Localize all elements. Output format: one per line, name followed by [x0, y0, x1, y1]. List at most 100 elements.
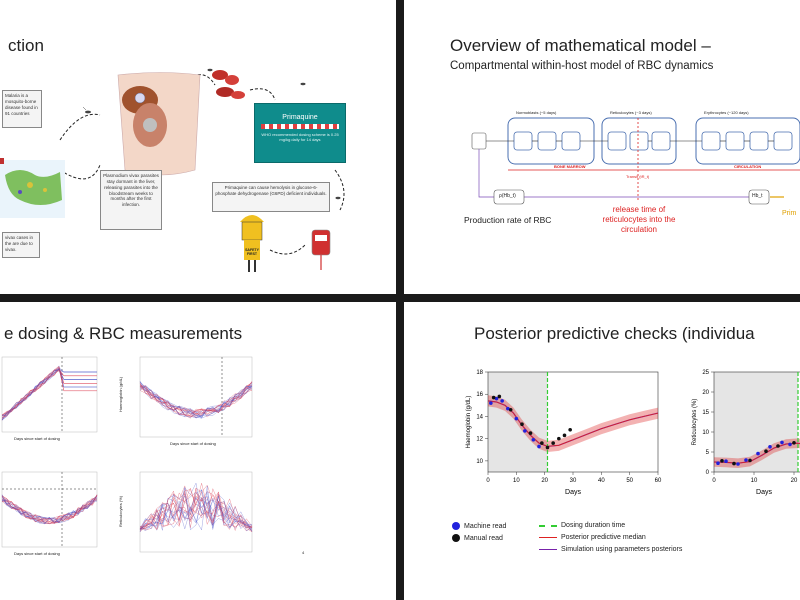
- malaria-info-box: Malaria is a mosquito-borne disease foun…: [2, 90, 42, 128]
- machine-point: [788, 442, 792, 447]
- manual-point: [792, 441, 796, 445]
- circulation-label: CIRCULATION: [734, 164, 762, 169]
- manual-point: [540, 441, 544, 445]
- subject-trajectory: [139, 489, 253, 530]
- ylabel-panel-d: Reticulocytes (%): [118, 495, 123, 527]
- slide-title: Overview of mathematical model –: [450, 36, 711, 55]
- x-tick-label: 10: [751, 478, 758, 484]
- y-axis-label: Reticulocytes (%): [692, 399, 698, 446]
- posterior-chart-2: 0 10 20 0 5 10 15 20 25 Days Reticulocytes (%): [692, 370, 800, 496]
- legend-machine-read: Machine read: [452, 522, 506, 530]
- x-tick-label: 30: [570, 478, 577, 484]
- compartment-diagram: [471, 117, 800, 205]
- legend-dosing: Dosing duration time: [539, 522, 625, 529]
- dosing-line-icon: [539, 524, 557, 527]
- x-axis-label: Days: [565, 489, 581, 496]
- manual-marker-icon: [452, 534, 460, 542]
- subject-trajectory: [139, 498, 253, 531]
- subject-trajectory: [1, 497, 98, 525]
- manual-point: [551, 441, 555, 445]
- subject-trajectory: [139, 491, 253, 531]
- subject-trajectory: [1, 367, 97, 418]
- slide-subtitle: Compartmental within-host model of RBC d…: [450, 60, 714, 72]
- simulation-line-icon: [539, 549, 557, 550]
- legend-simulation: Simulation using parameters posteriors: [539, 546, 682, 553]
- slide-posterior-checks: Posterior predictive checks (individua 0…: [404, 302, 800, 600]
- g6pd-info-box: Primaquine can cause hemolysis in glucos…: [212, 182, 330, 212]
- plasmodium-info-box: Plasmodium vivax parasites stay dormant …: [100, 170, 162, 230]
- subject-trajectory: [1, 494, 98, 525]
- manual-point: [508, 407, 513, 412]
- machine-point: [523, 429, 527, 433]
- primaquine-desc: WHO recommended dosing scheme is 0.25 mg…: [261, 132, 339, 143]
- legend-manual-label: Manual read: [464, 534, 503, 542]
- erythrocytes-label: Erythrocytes (~120 days): [704, 110, 749, 115]
- subject-trajectory: [139, 381, 253, 419]
- y-axis-label: Haemoglobin (g/dL): [466, 396, 472, 449]
- y-tick-label: 18: [476, 370, 483, 376]
- subject-trajectory: [139, 381, 253, 416]
- hb-node: Hb_t: [752, 193, 763, 199]
- dosing-region: [714, 372, 798, 472]
- subject-trajectory: [1, 497, 98, 525]
- manual-point: [764, 449, 768, 453]
- subject-trajectory: [1, 369, 97, 421]
- transit-label: Transit (tR_t): [626, 174, 650, 179]
- subject-trajectory: [1, 495, 98, 523]
- x-tick-label: 0: [712, 478, 716, 484]
- manual-point: [748, 458, 752, 463]
- subject-trajectory: [1, 494, 98, 524]
- subject-trajectory: [1, 368, 97, 417]
- page-number: 4: [302, 550, 305, 555]
- manual-point: [557, 436, 561, 441]
- production-node: ρ(Hb_t): [499, 193, 516, 199]
- pill-strip: [261, 124, 339, 129]
- slide-dosing-measurements: e dosing & RBC measurements Days since s…: [0, 302, 396, 600]
- slide-title: Posterior predictive checks (individua: [474, 324, 755, 343]
- machine-point: [756, 451, 760, 456]
- manual-point: [520, 422, 524, 427]
- dosing-panels: [1, 356, 253, 553]
- manual-point: [528, 431, 533, 435]
- primaquine-label: Primaquine: [282, 114, 318, 121]
- bone-marrow-label: BONE MARROW: [554, 164, 586, 169]
- slide-title: e dosing & RBC measurements: [4, 324, 243, 343]
- legend-median-label: Posterior predictive median: [561, 534, 646, 541]
- release-note: release time of reticulocytes into the c…: [602, 205, 676, 234]
- x-tick-label: 0: [486, 478, 490, 484]
- primaquine-panel: Primaquine WHO recommended dosing scheme…: [254, 103, 346, 163]
- machine-point: [724, 459, 728, 463]
- slide-model-overview: Overview of mathematical model – Compart…: [404, 0, 800, 294]
- y-tick-label: 10: [702, 430, 709, 436]
- panel-c-frame: [1, 471, 98, 548]
- y-tick-label: 16: [476, 392, 483, 398]
- dosing-region: [488, 372, 548, 472]
- manual-point: [720, 459, 724, 463]
- posterior-chart-1: 0 10 20 30 40 50 60 10 12 14 16 18 Days Haemoglobin (…: [466, 370, 662, 496]
- panel-d-frame: [139, 471, 253, 553]
- subject-trajectory: [139, 483, 253, 533]
- x-tick-label: 20: [541, 478, 548, 484]
- manual-point: [545, 445, 550, 450]
- y-tick-label: 15: [702, 410, 709, 416]
- safety-first-sign: SAFETY FIRST: [245, 248, 259, 256]
- normoblasts-label: Normoblasts (~5 days): [516, 110, 557, 115]
- machine-point: [500, 399, 504, 403]
- machine-point: [768, 445, 772, 449]
- xlabel-panel-c: Days since start of dosing: [14, 551, 60, 556]
- legend-machine-label: Machine read: [464, 522, 507, 530]
- y-tick-label: 5: [706, 450, 710, 456]
- subject-trajectory: [139, 490, 253, 533]
- slide-title: ction: [8, 36, 44, 55]
- manual-point: [562, 433, 567, 438]
- credible-band: [488, 395, 658, 452]
- primaquine-note: Prim: [782, 210, 797, 217]
- x-tick-label: 60: [655, 478, 662, 484]
- median-line-icon: [539, 537, 557, 538]
- subject-trajectory: [139, 487, 253, 531]
- manual-point: [497, 394, 502, 399]
- subject-trajectory: [139, 385, 253, 415]
- y-tick-label: 10: [476, 459, 483, 465]
- y-tick-label: 12: [476, 437, 483, 443]
